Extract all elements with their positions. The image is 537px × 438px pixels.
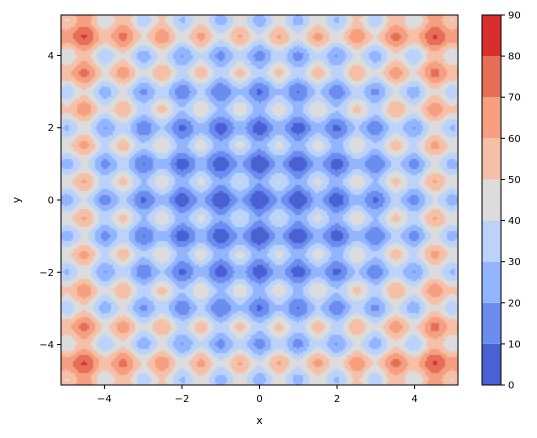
- colorbar-tick-label: 0: [508, 381, 514, 392]
- x-tick-label: 0: [256, 394, 262, 405]
- colorbar-tick-label: 60: [508, 134, 521, 145]
- plot-area: [61, 15, 458, 385]
- colorbar-tick-label: 10: [508, 339, 521, 350]
- x-tick-label: −4: [97, 394, 112, 405]
- y-tick-label: 0: [48, 196, 54, 207]
- colorbar-band: [482, 261, 501, 303]
- colorbar-tick-label: 40: [508, 216, 521, 227]
- colorbar-band: [482, 302, 501, 344]
- colorbar-tick-label: 30: [508, 257, 521, 268]
- colorbar-band: [482, 220, 501, 262]
- contour-bands: [61, 15, 458, 385]
- colorbar-band: [482, 343, 501, 385]
- x-tick-label: −2: [175, 394, 190, 405]
- colorbar-tick-label: 90: [508, 11, 521, 22]
- y-tick-label: 2: [48, 123, 54, 134]
- colorbar-tick-label: 20: [508, 298, 521, 309]
- colorbar: 0 10 20 30 40 50 60 70 80 90: [481, 11, 521, 392]
- x-axis: −4 −2 0 2 4: [97, 385, 418, 405]
- colorbar-tick-label: 50: [508, 175, 521, 186]
- colorbar-band: [482, 97, 501, 139]
- contour-fill-image: [61, 15, 458, 385]
- y-tick-label: −4: [39, 340, 54, 351]
- y-axis-label: y: [10, 196, 23, 203]
- colorbar-band: [482, 15, 501, 57]
- y-tick-label: 4: [48, 51, 54, 62]
- colorbar-band: [482, 56, 501, 98]
- colorbar-frame: [481, 14, 502, 386]
- x-tick-label: 2: [334, 394, 340, 405]
- colorbar-band: [482, 138, 501, 180]
- x-tick-label: 4: [411, 394, 417, 405]
- x-axis-label: x: [256, 414, 263, 427]
- y-axis: −4 −2 0 2 4: [39, 51, 61, 351]
- y-tick-label: −2: [39, 268, 54, 279]
- colorbar-tick-label: 80: [508, 52, 521, 63]
- colorbar-tick-label: 70: [508, 93, 521, 104]
- colorbar-band: [482, 179, 501, 221]
